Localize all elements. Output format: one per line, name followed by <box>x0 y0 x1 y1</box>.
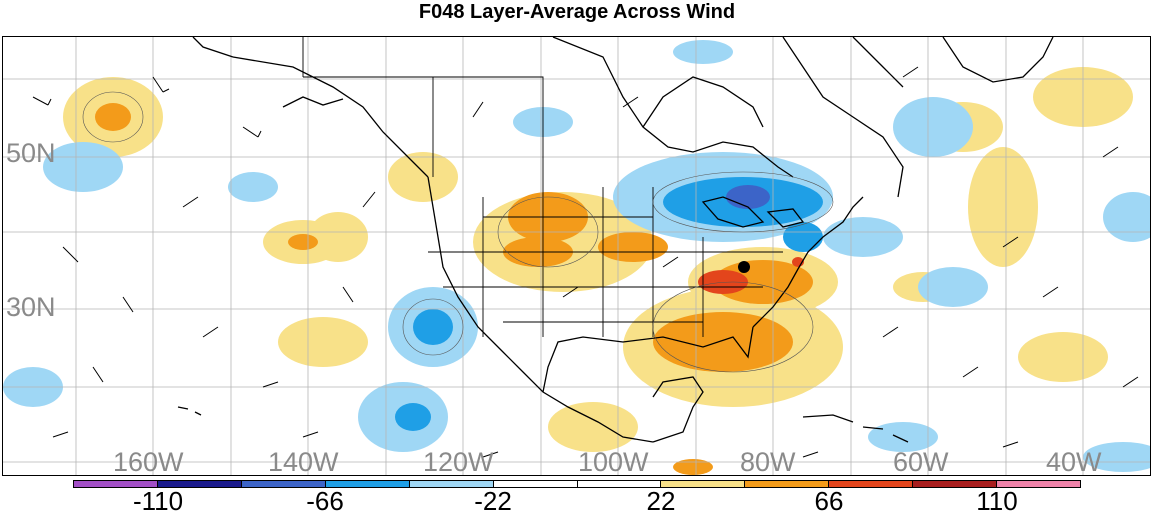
contours <box>82 91 834 373</box>
colorbar-segment <box>577 481 662 487</box>
wind-barbs <box>32 66 1139 458</box>
colorbar <box>73 480 1081 488</box>
colorbar-label: 110 <box>976 486 1018 516</box>
colorbar-segment <box>913 481 998 487</box>
lon-label-120w: 120W <box>423 447 494 477</box>
colorbar-label: -110 <box>132 486 184 516</box>
map-panel <box>2 36 1151 476</box>
lon-label-60w: 60W <box>893 447 949 477</box>
colorbar-segment <box>829 481 914 487</box>
colorbar-segment <box>241 481 326 487</box>
political-borders <box>302 37 783 337</box>
station-marker <box>738 261 750 273</box>
lon-label-160w: 160W <box>113 447 184 477</box>
lon-label-80w: 80W <box>740 447 796 477</box>
shaded-field <box>3 40 1150 475</box>
lat-label-30n: 30N <box>6 292 56 322</box>
lon-label-40w: 40W <box>1046 447 1102 477</box>
lon-label-100w: 100W <box>578 447 649 477</box>
colorbar-segment <box>661 481 746 487</box>
colorbar-label: -66 <box>306 486 344 516</box>
colorbar-segment <box>493 481 578 487</box>
colorbar-segment <box>745 481 830 487</box>
lat-label-50n: 50N <box>6 138 56 168</box>
map-title: F048 Layer-Average Across Wind <box>418 1 736 23</box>
colorbar-label: 22 <box>646 486 676 516</box>
colorbar-segment <box>997 481 1081 487</box>
colorbar-label: -22 <box>474 486 512 516</box>
colorbar-segment <box>74 481 158 487</box>
coastlines <box>177 37 1054 443</box>
colorbar-segment <box>409 481 494 487</box>
colorbar-label: 66 <box>814 486 844 516</box>
lon-label-140w: 140W <box>268 447 339 477</box>
colorbar-segment <box>157 481 242 487</box>
lat-lon-grid <box>3 37 1150 475</box>
map-canvas <box>3 37 1150 475</box>
colorbar-segment <box>325 481 410 487</box>
